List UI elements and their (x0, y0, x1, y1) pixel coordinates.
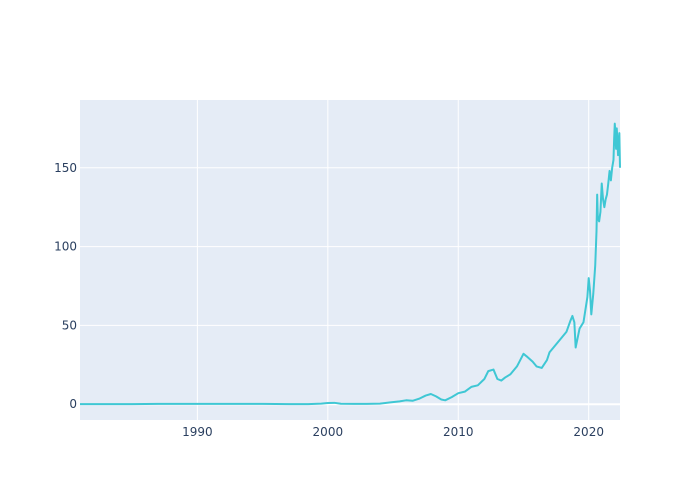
series-layer (80, 122, 621, 406)
plot-background (80, 100, 620, 420)
y-tick-label: 150 (54, 161, 77, 175)
y-tick-label: 0 (69, 397, 77, 411)
y-tick-label: 50 (62, 318, 77, 332)
x-tick-label: 2010 (443, 425, 474, 439)
tick-layer: 1990 2000 2010 2020 0 50 100 150 (54, 161, 604, 439)
x-tick-label: 1990 (182, 425, 213, 439)
x-tick-label: 2020 (573, 425, 604, 439)
series-line (80, 122, 621, 406)
x-tick-label: 2000 (313, 425, 344, 439)
y-tick-label: 100 (54, 240, 77, 254)
